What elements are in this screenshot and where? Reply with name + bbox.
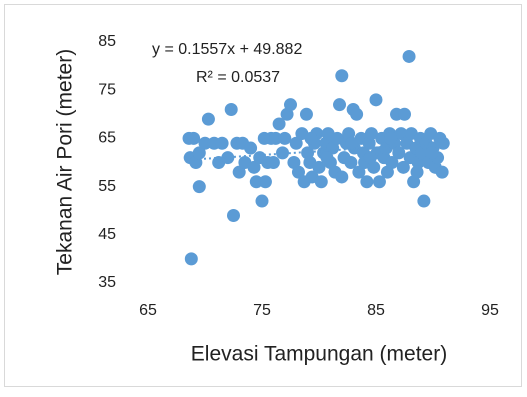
x-tick-label: 85 [367, 302, 385, 319]
point [380, 165, 394, 179]
point [284, 98, 297, 112]
point [304, 131, 318, 145]
point [402, 49, 416, 63]
point [312, 160, 326, 174]
y-tick-label: 45 [98, 226, 116, 243]
point [201, 112, 215, 126]
point [287, 156, 301, 169]
point [299, 107, 313, 121]
point [247, 160, 261, 174]
point [417, 194, 431, 208]
point [221, 151, 235, 165]
point [192, 180, 206, 194]
x-tick-label: 95 [481, 302, 499, 319]
point [435, 165, 449, 179]
point [227, 209, 240, 223]
point [272, 117, 286, 131]
point [345, 136, 359, 150]
y-tick-label: 75 [98, 81, 116, 98]
point [425, 146, 439, 160]
point [335, 69, 349, 83]
point [269, 131, 283, 145]
x-tick-label: 65 [139, 302, 157, 319]
point [276, 146, 290, 160]
point [320, 151, 334, 165]
point [372, 175, 386, 189]
point [360, 175, 374, 189]
y-tick-label: 65 [98, 130, 116, 147]
y-tick-label: 35 [98, 274, 116, 291]
x-tick-label: 75 [253, 302, 271, 319]
point [333, 98, 347, 112]
point [364, 127, 378, 141]
y-axis-label: Tekanan Air Pori (meter) [54, 49, 77, 275]
point [436, 136, 450, 150]
point [394, 127, 408, 141]
point [344, 156, 358, 169]
point [198, 136, 212, 150]
point [398, 107, 411, 121]
point [258, 175, 272, 189]
point [396, 160, 410, 174]
point [244, 141, 258, 155]
x-axis-label: Elevasi Tampungan (meter) [191, 343, 447, 366]
point [410, 165, 424, 179]
point [184, 252, 198, 266]
y-tick-label: 85 [98, 33, 116, 50]
point [369, 93, 383, 107]
point [255, 194, 269, 208]
point [278, 131, 292, 145]
y-tick-label: 55 [98, 178, 116, 195]
point [249, 175, 263, 189]
point [350, 107, 364, 121]
point [232, 165, 246, 179]
point [392, 146, 406, 160]
point [215, 136, 229, 150]
point [314, 175, 328, 189]
point [385, 156, 399, 169]
point [291, 165, 305, 179]
trend-equation: y = 0.1557x + 49.882 [152, 41, 302, 58]
point [266, 156, 280, 169]
point [224, 102, 238, 116]
trend-r2: R² = 0.0537 [196, 69, 280, 86]
point [384, 131, 398, 145]
point [289, 136, 303, 150]
point [335, 170, 349, 184]
point [415, 146, 429, 160]
point [352, 165, 366, 179]
point [363, 151, 377, 165]
point [192, 146, 206, 160]
point [187, 131, 201, 145]
